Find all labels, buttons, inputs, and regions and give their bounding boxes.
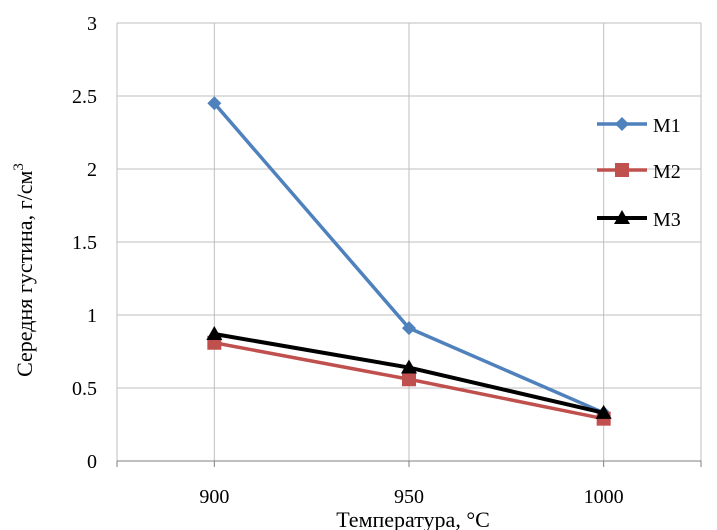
data-point-m1 — [402, 321, 416, 336]
legend-marker-m1 — [615, 117, 629, 131]
y-tick-label: 0.5 — [72, 378, 97, 400]
y-axis-title-superscript: 3 — [11, 163, 27, 171]
y-tick-label: 2.5 — [72, 86, 97, 108]
y-tick-label: 0 — [87, 451, 97, 473]
y-axis-title: Середня густина, г/см3 — [11, 163, 37, 377]
y-tick-label: 1 — [87, 305, 97, 327]
x-tick-label: 900 — [199, 486, 229, 508]
y-tick-label: 3 — [87, 13, 97, 35]
legend-label-m3: M3 — [653, 209, 681, 231]
axes — [116, 23, 702, 467]
x-tick-label: 950 — [394, 486, 424, 508]
y-axis-title-main: Середня густина, г/см — [12, 171, 37, 377]
grid — [117, 22, 701, 462]
legend: M1 M2 M3 — [597, 115, 681, 231]
series-m1 — [207, 96, 611, 420]
x-tick-label: 1000 — [584, 486, 624, 508]
data-point-m3 — [401, 359, 417, 374]
legend-item-m1: M1 — [597, 115, 681, 137]
legend-item-m2: M2 — [597, 161, 681, 183]
series-m3 — [206, 325, 612, 419]
y-tick-label: 2 — [87, 159, 97, 181]
legend-label-m1: M1 — [653, 115, 681, 137]
series-group — [206, 96, 612, 426]
legend-marker-m3 — [614, 210, 630, 224]
data-point-m3 — [206, 325, 223, 340]
x-axis-title: Температура, °C — [336, 507, 490, 530]
data-point-m3 — [595, 404, 612, 419]
data-point-m2 — [402, 372, 416, 387]
legend-item-m3: M3 — [597, 209, 681, 231]
x-tick-labels: 900 950 1000 — [199, 486, 623, 508]
legend-label-m2: M2 — [653, 161, 681, 183]
data-point-m1 — [207, 96, 222, 111]
y-tick-label: 1.5 — [72, 232, 97, 254]
y-tick-labels: 0 0.5 1 1.5 2 2.5 3 — [72, 13, 97, 473]
legend-marker-m2 — [615, 163, 629, 177]
